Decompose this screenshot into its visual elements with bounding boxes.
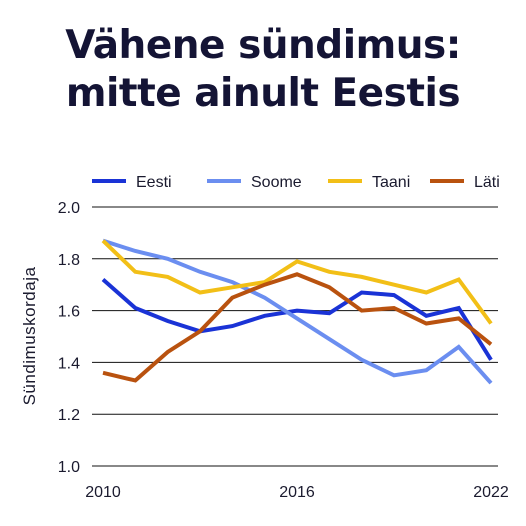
gridlines xyxy=(92,206,498,467)
series-line-taani xyxy=(101,239,493,325)
chart-title: Vähene sündimus: mitte ainult Eestis xyxy=(0,22,526,118)
y-tick-label: 1.0 xyxy=(58,459,80,476)
series-line-soome xyxy=(102,238,493,385)
chart-title-line-2: mitte ainult Eestis xyxy=(65,71,461,116)
x-axis-ticks: 2010 2016 2022 xyxy=(85,484,509,501)
x-tick-label: 2022 xyxy=(473,484,509,501)
legend-label-läti: Läti xyxy=(474,174,500,191)
y-tick-label: 1.6 xyxy=(58,304,80,321)
y-tick-label: 1.2 xyxy=(58,407,80,424)
chart-title-line-1: Vähene sündimus: xyxy=(65,23,461,68)
y-axis-label: Sündimuskordaja xyxy=(20,267,39,406)
x-tick-label: 2010 xyxy=(85,484,121,501)
legend-label-eesti: Eesti xyxy=(136,174,172,191)
legend: Eesti Soome Taani Läti xyxy=(92,174,500,191)
y-tick-label: 2.0 xyxy=(58,200,80,217)
legend-label-soome: Soome xyxy=(251,174,302,191)
series-line-läti xyxy=(102,272,493,383)
x-tick-label: 2016 xyxy=(279,484,315,501)
y-tick-label: 1.4 xyxy=(58,355,80,372)
series-line-eesti xyxy=(101,278,493,361)
legend-label-taani: Taani xyxy=(372,174,410,191)
y-tick-label: 1.8 xyxy=(58,252,80,269)
y-axis-ticks: 1.0 1.2 1.4 1.6 1.8 2.0 xyxy=(58,200,80,476)
series-lines xyxy=(101,238,493,385)
